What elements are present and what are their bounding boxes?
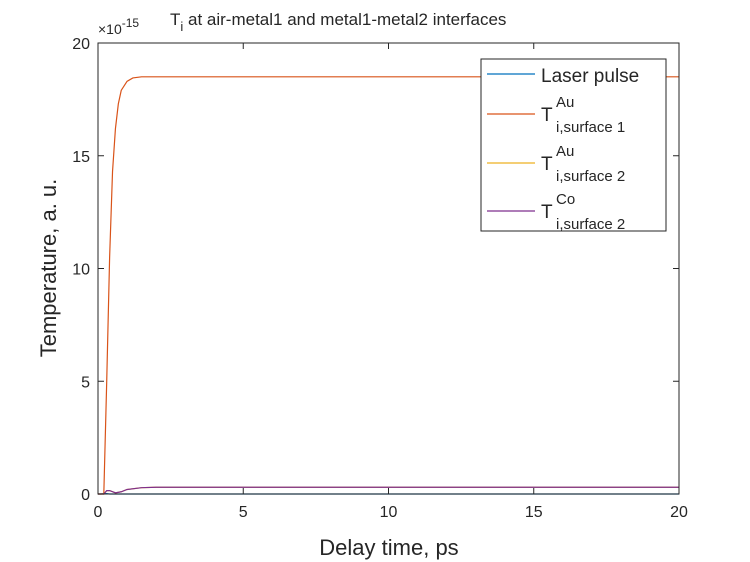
y-axis-label: Temperature, a. u. bbox=[36, 179, 61, 358]
tick-layer: 0 5 10 15 20 0 5 10 15 20 bbox=[72, 36, 688, 521]
chart-title-sub: i bbox=[180, 19, 183, 34]
y-tick-label-4: 20 bbox=[72, 36, 90, 53]
x-tick-label-0: 0 bbox=[94, 504, 103, 521]
y-exponent-base: ×10 bbox=[98, 21, 122, 37]
x-tick-label-4: 20 bbox=[670, 504, 688, 521]
series-line-4 bbox=[98, 486, 679, 495]
series-line-2 bbox=[98, 76, 679, 495]
x-axis-label: Delay time, ps bbox=[319, 535, 458, 560]
legend-label-sub-4: i,surface 2 bbox=[556, 216, 625, 233]
x-tick-label-2: 10 bbox=[380, 504, 398, 521]
y-exponent-power: -15 bbox=[122, 16, 140, 30]
chart-title-rest: at air-metal1 and metal1-metal2 interfac… bbox=[183, 10, 506, 29]
y-tick-label-3: 15 bbox=[72, 149, 90, 166]
y-tick-label-0: 0 bbox=[81, 487, 90, 504]
legend-label-2: T bbox=[541, 105, 553, 126]
legend-label-sup-3: Au bbox=[556, 143, 574, 160]
legend-label-sub-3: i,surface 2 bbox=[556, 168, 625, 185]
chart-title: Ti at air-metal1 and metal1-metal2 inter… bbox=[170, 10, 506, 34]
y-tick-label-1: 5 bbox=[81, 374, 90, 391]
legend-label-sub-2: i,surface 1 bbox=[556, 119, 625, 136]
y-exponent: ×10-15 bbox=[98, 16, 139, 37]
y-tick-label-2: 10 bbox=[72, 262, 90, 279]
legend-label-sup-4: Co bbox=[556, 191, 575, 208]
legend-label-sup-2: Au bbox=[556, 94, 574, 111]
legend-label-4: T bbox=[541, 202, 553, 223]
x-tick-label-1: 5 bbox=[239, 504, 248, 521]
legend-label-3: T bbox=[541, 154, 553, 175]
legend-box bbox=[480, 58, 667, 232]
chart-title-main: T bbox=[170, 10, 180, 29]
x-tick-label-3: 15 bbox=[525, 504, 543, 521]
legend-label-1: Laser pulse bbox=[541, 66, 639, 87]
